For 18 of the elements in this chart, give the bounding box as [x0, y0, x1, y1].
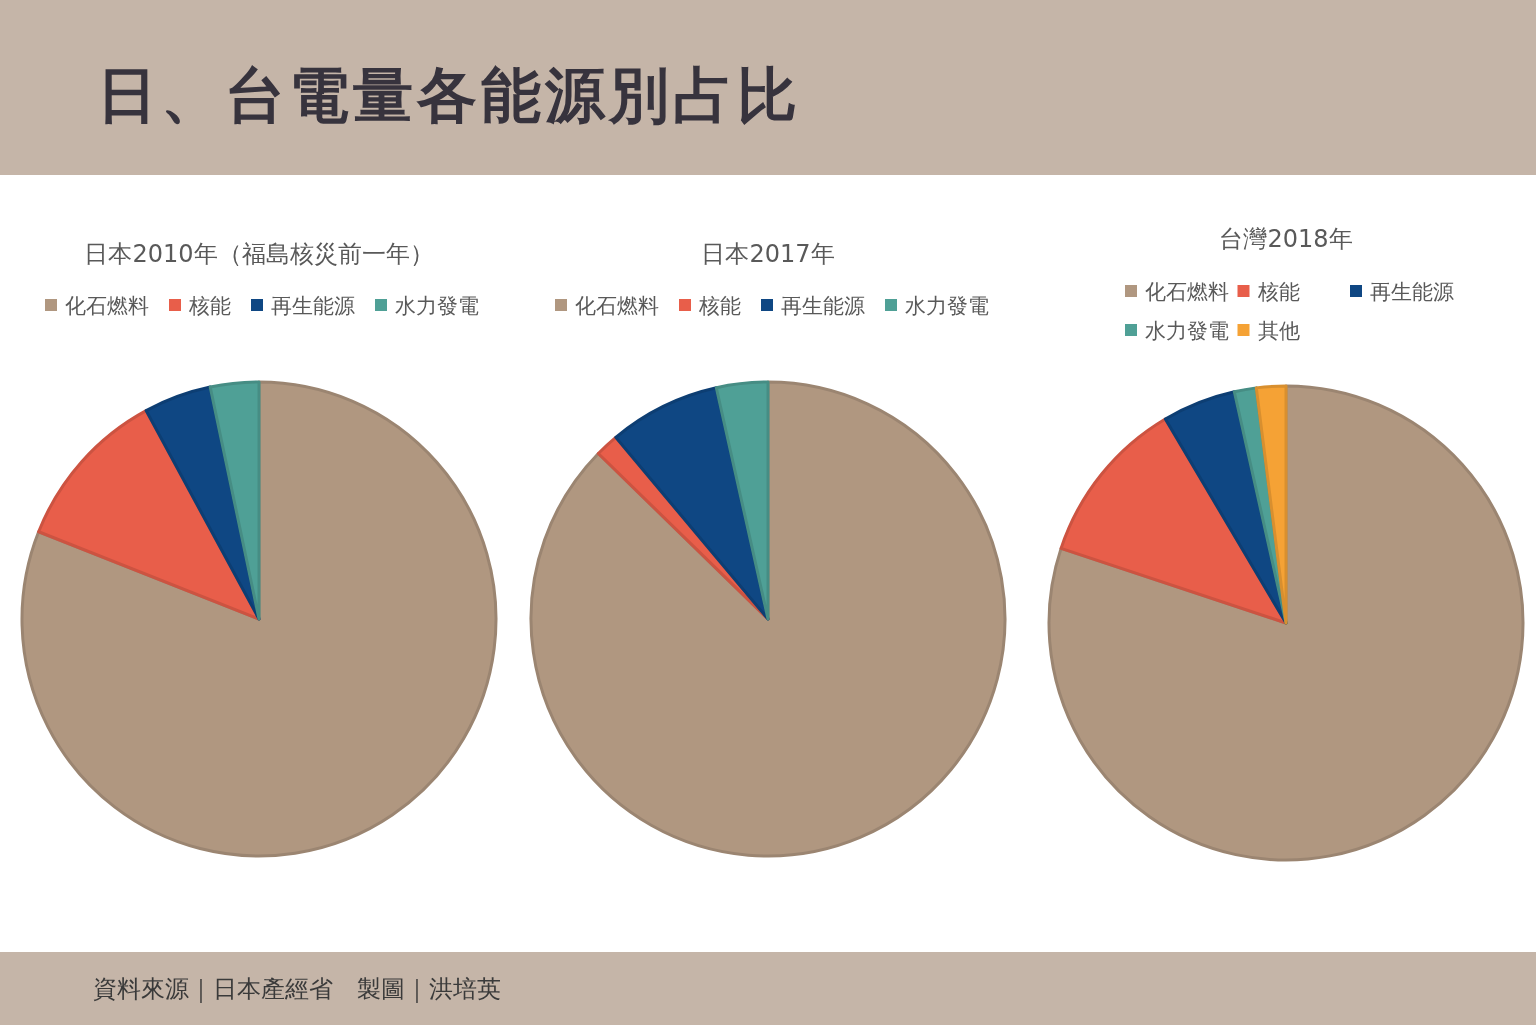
- chart-title: 日本2017年: [701, 240, 835, 268]
- chart-title: 台灣2018年: [1219, 225, 1353, 253]
- legend-label: 化石燃料: [1145, 279, 1229, 304]
- legend-label: 水力發電: [905, 293, 989, 318]
- source-note: 資料來源｜日本產經省 製圖｜洪培英: [93, 975, 501, 1003]
- legend-label: 再生能源: [1370, 279, 1454, 304]
- legend-label: 化石燃料: [575, 293, 659, 318]
- legend-label: 核能: [1256, 279, 1300, 304]
- legend-label: 化石燃料: [65, 293, 149, 318]
- legend-label: 再生能源: [271, 293, 355, 318]
- legend-label: 其他: [1257, 318, 1300, 343]
- legend-label: 水力發電: [395, 293, 479, 318]
- legend-label: 水力發電: [1145, 318, 1229, 343]
- chart-title: 日本2010年（福島核災前一年）: [84, 240, 434, 268]
- text: 日、台電量各能源別占比: [97, 60, 801, 130]
- legend-label: 核能: [188, 293, 231, 318]
- legend-label: 核能: [698, 293, 741, 318]
- legend-label: 再生能源: [781, 293, 865, 318]
